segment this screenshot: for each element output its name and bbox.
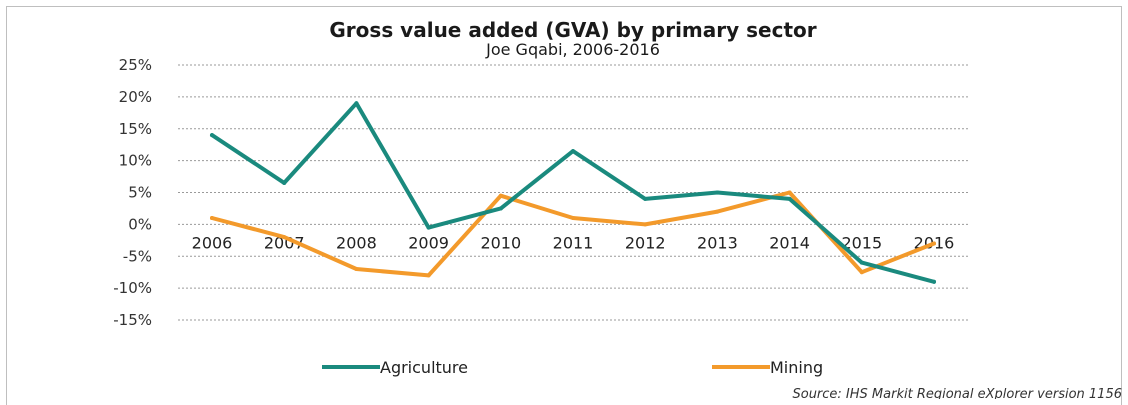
data-point-mining bbox=[859, 270, 864, 275]
y-tick-label: -15% bbox=[113, 311, 152, 329]
y-tick-label: -10% bbox=[113, 279, 152, 297]
data-point-mining bbox=[932, 241, 936, 246]
y-tick-label: 10% bbox=[119, 152, 152, 170]
data-point-agriculture bbox=[643, 196, 648, 201]
x-tick-label: 2007 bbox=[264, 233, 305, 252]
gridlines bbox=[178, 64, 968, 321]
data-point-agriculture bbox=[354, 101, 359, 106]
data-point-agriculture bbox=[210, 133, 214, 138]
series-lines bbox=[210, 101, 936, 284]
data-point-mining bbox=[354, 267, 359, 271]
y-tick-label: 5% bbox=[128, 184, 152, 202]
y-tick-label: 25% bbox=[119, 56, 152, 74]
x-tick-label: 2015 bbox=[841, 233, 882, 252]
data-point-agriculture bbox=[426, 225, 431, 230]
data-point-mining bbox=[282, 235, 287, 240]
data-point-mining bbox=[426, 273, 431, 278]
data-point-mining bbox=[571, 216, 575, 220]
data-point-mining bbox=[498, 193, 503, 198]
data-point-agriculture bbox=[787, 196, 792, 201]
chart-subtitle: Joe Gqabi, 2006-2016 bbox=[485, 40, 660, 59]
x-tick-label: 2012 bbox=[625, 233, 666, 252]
legend-label: Mining bbox=[770, 358, 823, 377]
data-point-agriculture bbox=[932, 279, 936, 284]
data-point-agriculture bbox=[498, 206, 503, 211]
x-tick-label: 2011 bbox=[553, 233, 594, 252]
y-tick-label: -5% bbox=[123, 247, 152, 265]
chart-frame bbox=[6, 6, 1122, 405]
data-point-mining bbox=[715, 209, 720, 214]
x-tick-label: 2014 bbox=[769, 233, 810, 252]
data-point-agriculture bbox=[715, 190, 720, 195]
x-tick-label: 2009 bbox=[408, 233, 449, 252]
x-tick-label: 2013 bbox=[697, 233, 738, 252]
data-point-agriculture bbox=[282, 180, 287, 185]
y-axis-ticks: 25% 20% 15% 10% 5% 0% -5% -10% -15% bbox=[113, 56, 152, 329]
legend-label: Agriculture bbox=[380, 358, 468, 377]
data-point-agriculture bbox=[859, 260, 864, 265]
y-tick-label: 15% bbox=[119, 120, 152, 138]
x-axis-ticks: 2006 2007 2008 2009 2010 2011 2012 2013 2014 2015… bbox=[192, 233, 955, 252]
y-tick-label: 0% bbox=[128, 215, 152, 233]
data-point-agriculture bbox=[571, 149, 575, 154]
source-note: Source: IHS Markit Regional eXplorer ver… bbox=[792, 387, 1122, 399]
x-tick-label: 2008 bbox=[336, 233, 377, 252]
y-tick-label: 20% bbox=[119, 88, 152, 106]
chart-title: Gross value added (GVA) by primary secto… bbox=[329, 18, 816, 42]
x-tick-label: 2010 bbox=[480, 233, 521, 252]
data-point-mining bbox=[787, 190, 792, 195]
x-tick-label: 2006 bbox=[192, 233, 233, 252]
data-point-mining bbox=[210, 216, 214, 220]
legend: Agriculture Mining bbox=[322, 358, 823, 377]
data-point-mining bbox=[643, 222, 648, 227]
